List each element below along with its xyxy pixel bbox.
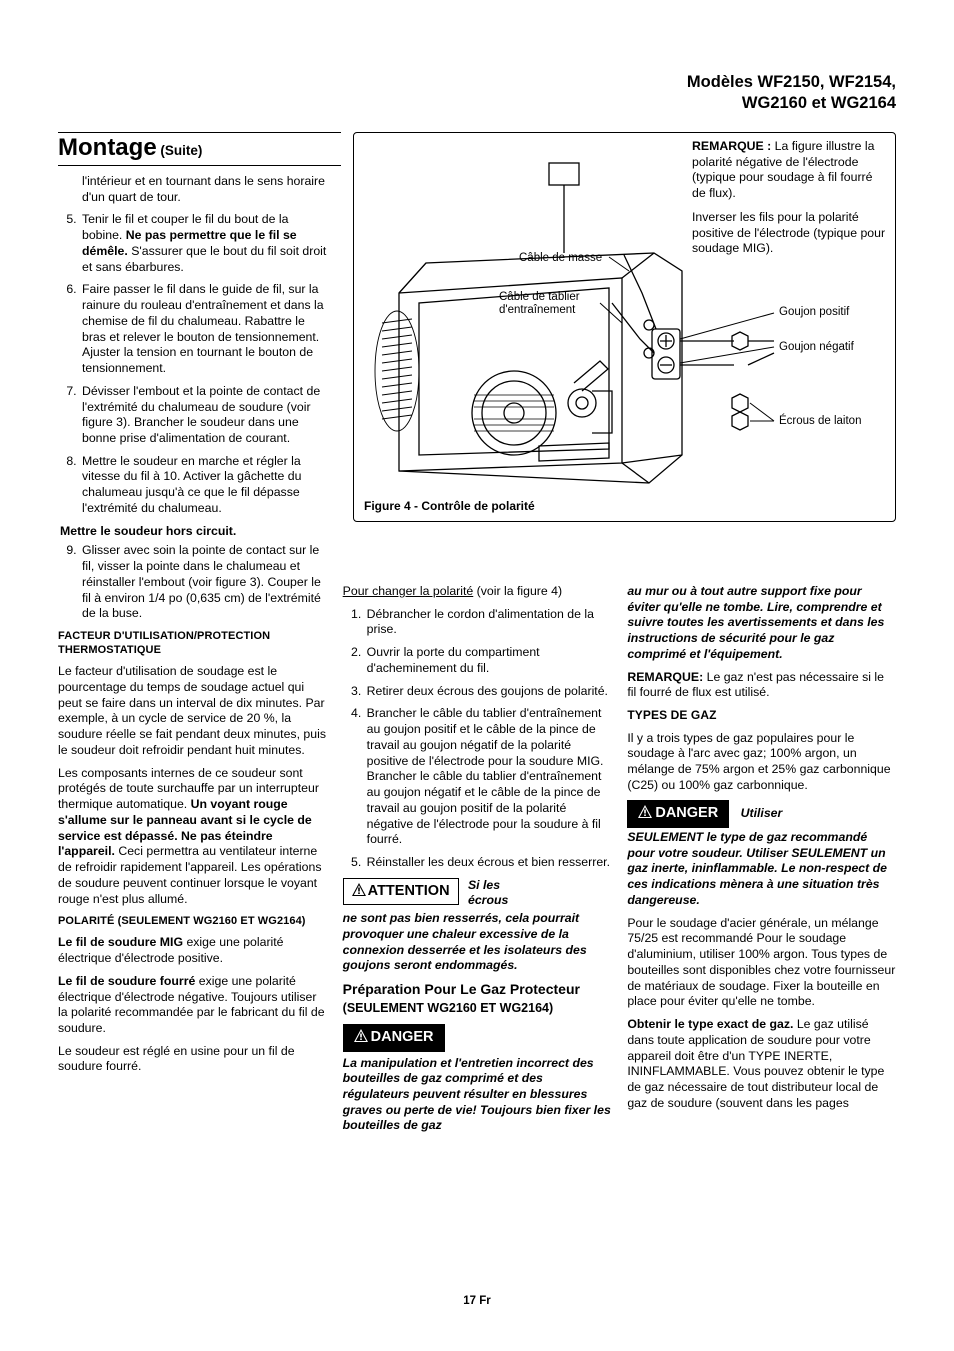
p-composants: Les composants internes de ce soudeur so… — [58, 766, 327, 908]
p-usine: Le soudeur est réglé en usine pour un fi… — [58, 1044, 327, 1075]
li-6: Faire passer le fil dans le guide de fil… — [80, 282, 327, 376]
c2-li-2: Ouvrir la porte du compartiment d'achemi… — [365, 645, 612, 676]
header-models: Modèles WF2150, WF2154, WG2160 et WG2164 — [687, 72, 896, 113]
p-facteur: Le facteur d'utilisation de soudage est … — [58, 664, 327, 758]
c2-li-3: Retirer deux écrous des goujons de polar… — [365, 684, 612, 700]
h-polarite: POLARITÉ (SEULEMENT WG2160 ET WG2164) — [58, 914, 327, 928]
section-suite: (Suite) — [157, 143, 203, 158]
header-line1: Modèles WF2150, WF2154, — [687, 72, 896, 93]
attention-label: ATTENTION — [343, 878, 459, 906]
p-types: Il y a trois types de gaz populaires pou… — [627, 731, 896, 794]
c2-li-5: Réinstaller les deux écrous et bien ress… — [365, 855, 612, 871]
danger-label-1: DANGER — [343, 1024, 445, 1052]
p-mig: Le fil de soudure MIG exige une polarité… — [58, 935, 327, 966]
h-types: TYPES DE GAZ — [627, 708, 896, 723]
c2-li-1: Débrancher le cordon d'alimentation de l… — [365, 607, 612, 638]
figure-caption: Figure 4 - Contrôle de polarité — [364, 499, 885, 513]
p-change: Pour changer la polarité (voir la figure… — [343, 584, 612, 600]
section-title-row: Montage (Suite) — [58, 132, 341, 166]
figure-4: REMARQUE : La figure illustre la polarit… — [353, 132, 896, 522]
p-fourre: Le fil de soudure fourré exige une polar… — [58, 974, 327, 1037]
danger-label-2: DANGER — [627, 800, 729, 828]
h-facteur: FACTEUR D'UTILISATION/PROTECTION THERMOS… — [58, 629, 327, 657]
attention-body: ne sont pas bien resserrés, cela pourrai… — [343, 911, 612, 974]
li-5: Tenir le fil et couper le fil du bout de… — [80, 212, 327, 275]
li-8: Mettre le soudeur en marche et régler la… — [80, 454, 327, 517]
section-title: Montage — [58, 134, 157, 161]
c2-li-4: Brancher le câble du tablier d'entraînem… — [365, 706, 612, 848]
p-remarque: REMARQUE: Le gaz n'est pas nécessaire si… — [627, 670, 896, 701]
p-general: Pour le soudage d'acier générale, un mél… — [627, 916, 896, 1010]
danger2-body: SEULEMENT le type de gaz recommandé pour… — [627, 830, 896, 909]
warning-triangle-icon — [352, 883, 366, 902]
li-7: Dévisser l'embout et la pointe de contac… — [80, 384, 327, 447]
figure-svg: Câble de masse Câble de tablier d'entraî… — [364, 143, 885, 493]
off-circuit: Mettre le soudeur hors circuit. — [60, 524, 327, 540]
li4-cont: l'intérieur et en tournant dans le sens … — [58, 174, 327, 205]
danger-triangle-icon-2 — [638, 805, 652, 824]
danger-triangle-icon — [354, 1029, 368, 1048]
danger2-lead: Utiliser — [741, 806, 783, 820]
header-line2: WG2160 et WG2164 — [687, 93, 896, 114]
p-mur: au mur ou à tout autre support fixe pour… — [627, 584, 896, 663]
page-number: 17 Fr — [0, 1295, 954, 1307]
h-gaz: Préparation Pour Le Gaz Protecteur (SEUL… — [343, 981, 612, 1017]
attention-lead: Si les écrous — [468, 878, 528, 909]
p-obtenir: Obtenir le type exact de gaz. Le gaz uti… — [627, 1017, 896, 1111]
column-1: l'intérieur et en tournant dans le sens … — [58, 174, 327, 1141]
danger1-body: La manipulation et l'entretien incorrect… — [343, 1056, 612, 1135]
li-9: Glisser avec soin la pointe de contact s… — [80, 543, 327, 622]
